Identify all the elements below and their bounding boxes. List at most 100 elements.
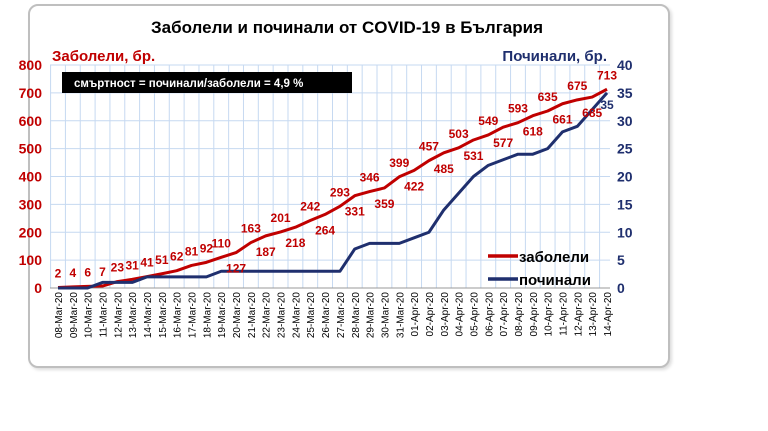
x-tick-label: 10-Apr-20 xyxy=(544,292,555,337)
data-label: 6 xyxy=(84,265,91,279)
x-tick-label: 09-Mar-20 xyxy=(69,292,80,339)
left-tick-label: 300 xyxy=(19,196,43,212)
x-tick-label: 13-Mar-20 xyxy=(128,292,139,339)
data-label: 293 xyxy=(330,185,350,199)
data-label: 577 xyxy=(493,136,513,150)
x-tick-label: 27-Mar-20 xyxy=(336,292,347,339)
data-label: 685 xyxy=(582,106,602,120)
x-tick-label: 18-Mar-20 xyxy=(202,292,213,339)
data-label: 485 xyxy=(434,162,454,176)
x-tick-label: 14-Mar-20 xyxy=(143,292,154,339)
legend: заболели починали xyxy=(488,249,591,289)
x-tick-label: 11-Apr-20 xyxy=(558,292,569,336)
x-tick-label: 11-Mar-20 xyxy=(99,292,110,338)
data-label: 41 xyxy=(140,256,154,270)
x-tick-label: 25-Mar-20 xyxy=(306,292,317,339)
data-label: 110 xyxy=(212,236,232,250)
data-label: 81 xyxy=(185,244,199,258)
chart-title: Заболели и починали от COVID-19 в Българ… xyxy=(151,18,543,37)
data-label: 264 xyxy=(315,223,335,237)
x-tick-label: 24-Mar-20 xyxy=(291,292,302,339)
data-label: 7 xyxy=(99,265,106,279)
x-tick-label: 08-Mar-20 xyxy=(54,292,65,339)
data-label: 359 xyxy=(374,197,394,211)
x-tick-label: 22-Mar-20 xyxy=(262,292,273,339)
data-label: 2 xyxy=(55,266,62,280)
data-label: 531 xyxy=(463,149,483,163)
x-tick-label: 04-Apr-20 xyxy=(455,292,466,337)
data-label: 51 xyxy=(155,253,169,267)
left-axis-label: Заболели, бр. xyxy=(52,48,155,65)
x-tick-label: 01-Apr-20 xyxy=(410,292,421,337)
x-tick-label: 31-Mar-20 xyxy=(395,292,406,339)
x-tick-label: 05-Apr-20 xyxy=(469,292,480,337)
x-tick-label: 02-Apr-20 xyxy=(425,292,436,337)
x-tick-label: 14-Apr-20 xyxy=(603,292,614,337)
data-label: 187 xyxy=(256,245,276,259)
x-tick-label: 20-Mar-20 xyxy=(232,292,243,339)
left-tick-label: 400 xyxy=(19,169,43,185)
x-tick-label: 17-Mar-20 xyxy=(188,292,199,339)
right-tick-label: 35 xyxy=(617,85,633,101)
data-label: 661 xyxy=(552,113,572,127)
x-tick-label: 26-Mar-20 xyxy=(321,292,332,339)
right-tick-label: 25 xyxy=(617,141,633,157)
data-label: 201 xyxy=(271,211,291,225)
data-label: 549 xyxy=(478,114,498,128)
x-tick-label: 13-Apr-20 xyxy=(588,292,599,337)
x-tick-label: 08-Apr-20 xyxy=(514,292,525,337)
data-label: 503 xyxy=(449,127,469,141)
series-line-deaths xyxy=(58,91,609,290)
x-tick-label: 12-Apr-20 xyxy=(573,292,584,337)
data-label-deaths: 35 xyxy=(600,98,614,112)
mortality-annotation: смъртност = починали/заболели = 4,9 % xyxy=(74,78,303,90)
right-tick-label: 5 xyxy=(617,252,625,268)
data-label: 218 xyxy=(285,236,305,250)
data-label: 399 xyxy=(389,156,409,170)
left-tick-label: 700 xyxy=(19,85,43,101)
x-tick-label: 19-Mar-20 xyxy=(217,292,228,339)
mortality-box xyxy=(62,72,352,93)
x-tick-label: 10-Mar-20 xyxy=(84,292,95,339)
right-tick-label: 30 xyxy=(617,113,633,129)
x-tick-label: 29-Mar-20 xyxy=(366,292,377,339)
x-tick-label: 06-Apr-20 xyxy=(484,292,495,337)
data-label: 23 xyxy=(111,261,125,275)
data-label: 331 xyxy=(345,205,365,219)
x-tick-label: 15-Mar-20 xyxy=(158,292,169,339)
data-label: 62 xyxy=(170,250,184,264)
data-label: 675 xyxy=(567,79,587,93)
legend-label-infected: заболели xyxy=(519,249,589,266)
data-label: 593 xyxy=(508,102,528,116)
x-tick-label: 07-Apr-20 xyxy=(499,292,510,337)
data-label: 127 xyxy=(226,262,246,276)
left-tick-label: 600 xyxy=(19,113,43,129)
legend-label-deaths: починали xyxy=(519,272,591,289)
right-tick-label: 0 xyxy=(617,280,625,296)
x-tick-label: 03-Apr-20 xyxy=(440,292,451,337)
x-tick-label: 16-Mar-20 xyxy=(173,292,184,339)
left-tick-label: 100 xyxy=(19,252,43,268)
data-label: 346 xyxy=(360,171,380,185)
data-label: 163 xyxy=(241,222,261,236)
left-tick-label: 500 xyxy=(19,141,43,157)
left-tick-label: 800 xyxy=(19,57,43,73)
x-tick-label: 28-Mar-20 xyxy=(351,292,362,339)
x-tick-label: 30-Mar-20 xyxy=(380,292,391,339)
data-label: 92 xyxy=(200,241,214,255)
data-label: 457 xyxy=(419,140,439,154)
data-label: 242 xyxy=(300,200,320,214)
data-label: 713 xyxy=(597,68,617,82)
data-label: 635 xyxy=(538,90,558,104)
left-tick-label: 0 xyxy=(34,280,42,296)
data-label: 618 xyxy=(523,125,543,139)
x-tick-label: 21-Mar-20 xyxy=(247,292,258,339)
x-tick-label: 09-Apr-20 xyxy=(529,292,540,337)
right-tick-label: 10 xyxy=(617,224,633,240)
right-tick-label: 20 xyxy=(617,169,633,185)
data-label: 31 xyxy=(126,258,140,272)
data-label: 4 xyxy=(69,266,76,280)
x-tick-label: 12-Mar-20 xyxy=(113,292,124,339)
right-tick-label: 15 xyxy=(617,196,633,212)
